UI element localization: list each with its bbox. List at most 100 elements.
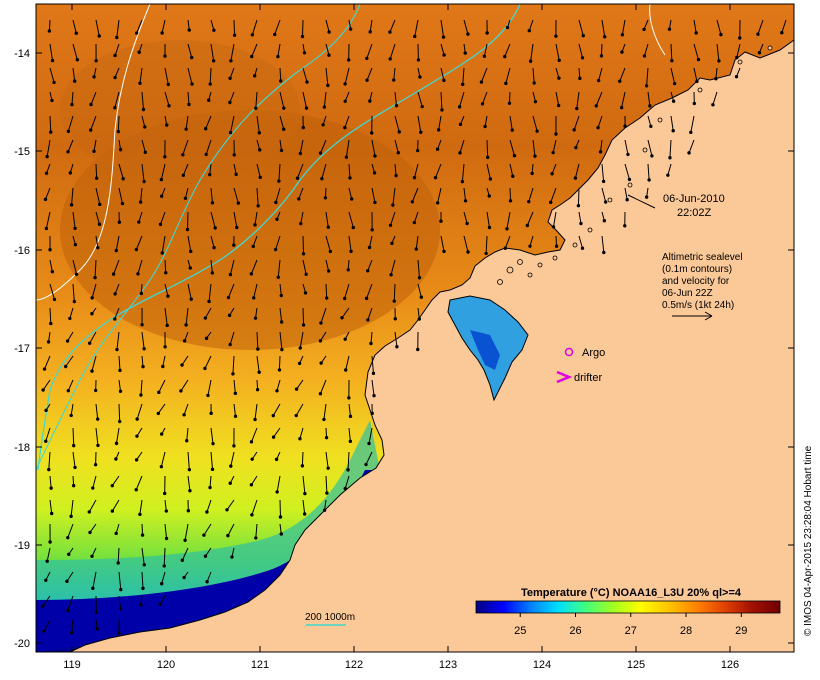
velocity-arrow-head (370, 228, 374, 232)
velocity-arrow (462, 67, 465, 85)
velocity-arrow-head (711, 102, 715, 107)
velocity-arrow (67, 331, 74, 342)
plot-frame (35, 3, 795, 653)
velocity-arrow-head (139, 393, 143, 397)
sealevel-contour (36, 4, 151, 301)
lon-tick-label: 119 (63, 659, 81, 671)
velocity-arrow (118, 403, 121, 422)
velocity-arrow-head (182, 339, 187, 343)
velocity-arrow (371, 379, 375, 396)
velocity-arrow-head (303, 491, 307, 496)
velocity-arrow-head (94, 610, 99, 614)
velocity-arrow (251, 427, 258, 443)
velocity-arrow-head (93, 388, 98, 393)
velocity-arrow-head (159, 432, 164, 436)
velocity-arrow (273, 427, 281, 438)
velocity-arrow-head (734, 74, 739, 79)
velocity-arrow-head (98, 202, 102, 207)
velocity-arrow-head (298, 151, 302, 156)
velocity-arrow-head (92, 75, 96, 79)
velocity-arrow-head (512, 153, 517, 158)
velocity-arrow (114, 307, 120, 320)
velocity-arrow-head (397, 130, 401, 134)
velocity-arrow (91, 283, 97, 298)
velocity-arrow (279, 139, 283, 151)
velocity-arrow (116, 331, 120, 350)
velocity-arrow-head (327, 53, 331, 57)
velocity-arrow-head (505, 227, 509, 231)
velocity-arrow-head (134, 247, 139, 252)
velocity-arrow-head (205, 580, 209, 584)
velocity-arrow-head (392, 299, 396, 303)
velocity-arrow (413, 211, 419, 223)
velocity-arrow (440, 19, 445, 38)
velocity-arrow-head (322, 105, 327, 109)
velocity-arrow-head (185, 439, 189, 443)
velocity-arrow (72, 19, 77, 34)
velocity-arrow-head (535, 129, 539, 133)
credit-label: © IMOS 04-Apr-2015 23:28:04 Hobart time (803, 445, 814, 636)
velocity-arrow-head (251, 244, 255, 249)
velocity-arrow (95, 19, 100, 37)
velocity-arrow-head (388, 223, 393, 227)
velocity-arrow-head (714, 77, 718, 81)
velocity-arrow (365, 451, 373, 465)
velocity-arrow-head (394, 103, 399, 108)
velocity-arrow (389, 43, 396, 60)
velocity-arrow (71, 619, 74, 633)
velocity-arrow-head (578, 76, 582, 81)
velocity-arrow-head (119, 587, 123, 592)
velocity-arrow (595, 91, 603, 107)
velocity-arrow-head (253, 223, 257, 227)
velocity-arrow-head (212, 28, 216, 32)
velocity-arrow (688, 139, 695, 154)
velocity-arrow-head (208, 485, 212, 490)
velocity-arrow (114, 43, 120, 56)
velocity-arrow-head (282, 106, 286, 110)
velocity-arrow (302, 307, 305, 326)
velocity-arrow (187, 283, 192, 300)
velocity-arrow (46, 139, 51, 157)
velocity-arrow-head (297, 197, 301, 201)
velocity-arrow (463, 187, 467, 201)
isobath-1000m (36, 4, 361, 471)
velocity-arrow-head (73, 226, 77, 231)
velocity-arrow-head (42, 629, 46, 633)
velocity-arrow-head (466, 250, 470, 254)
velocity-arrow-head (642, 54, 647, 58)
velocity-arrow (252, 235, 258, 247)
velocity-arrow (647, 163, 650, 180)
legend-line1: Altimetric sealevel (662, 252, 743, 263)
velocity-arrow-head (297, 361, 302, 366)
velocity-arrow-head (441, 35, 446, 39)
velocity-arrow-head (644, 195, 649, 199)
velocity-arrow-head (320, 176, 324, 181)
lat-tick-label: -19 (14, 540, 30, 552)
velocity-arrow-head (96, 417, 100, 421)
lon-tick-label: 121 (251, 659, 269, 671)
velocity-arrow-head (349, 249, 353, 253)
velocity-arrow-head (340, 316, 344, 320)
velocity-arrow-head (44, 408, 48, 413)
velocity-arrow-head (118, 607, 123, 611)
velocity-arrow (48, 451, 51, 470)
velocity-arrow (164, 67, 169, 85)
velocity-arrow-head (157, 390, 161, 395)
velocity-arrow (394, 91, 397, 106)
velocity-arrow-head (370, 411, 374, 416)
velocity-arrow (210, 43, 215, 61)
velocity-arrow (46, 547, 51, 562)
velocity-arrow (435, 163, 442, 178)
velocity-arrow-head (325, 491, 329, 495)
velocity-arrow-head (207, 299, 211, 304)
velocity-arrow (323, 403, 327, 420)
velocity-arrow-head (322, 417, 326, 422)
velocity-arrow (393, 67, 396, 81)
velocity-arrow (367, 259, 373, 271)
velocity-arrow-head (273, 247, 278, 252)
velocity-arrow (251, 499, 258, 516)
velocity-arrow (574, 163, 580, 179)
velocity-arrow-head (90, 369, 94, 373)
velocity-arrow-head (395, 345, 399, 349)
velocity-arrow (272, 403, 281, 416)
